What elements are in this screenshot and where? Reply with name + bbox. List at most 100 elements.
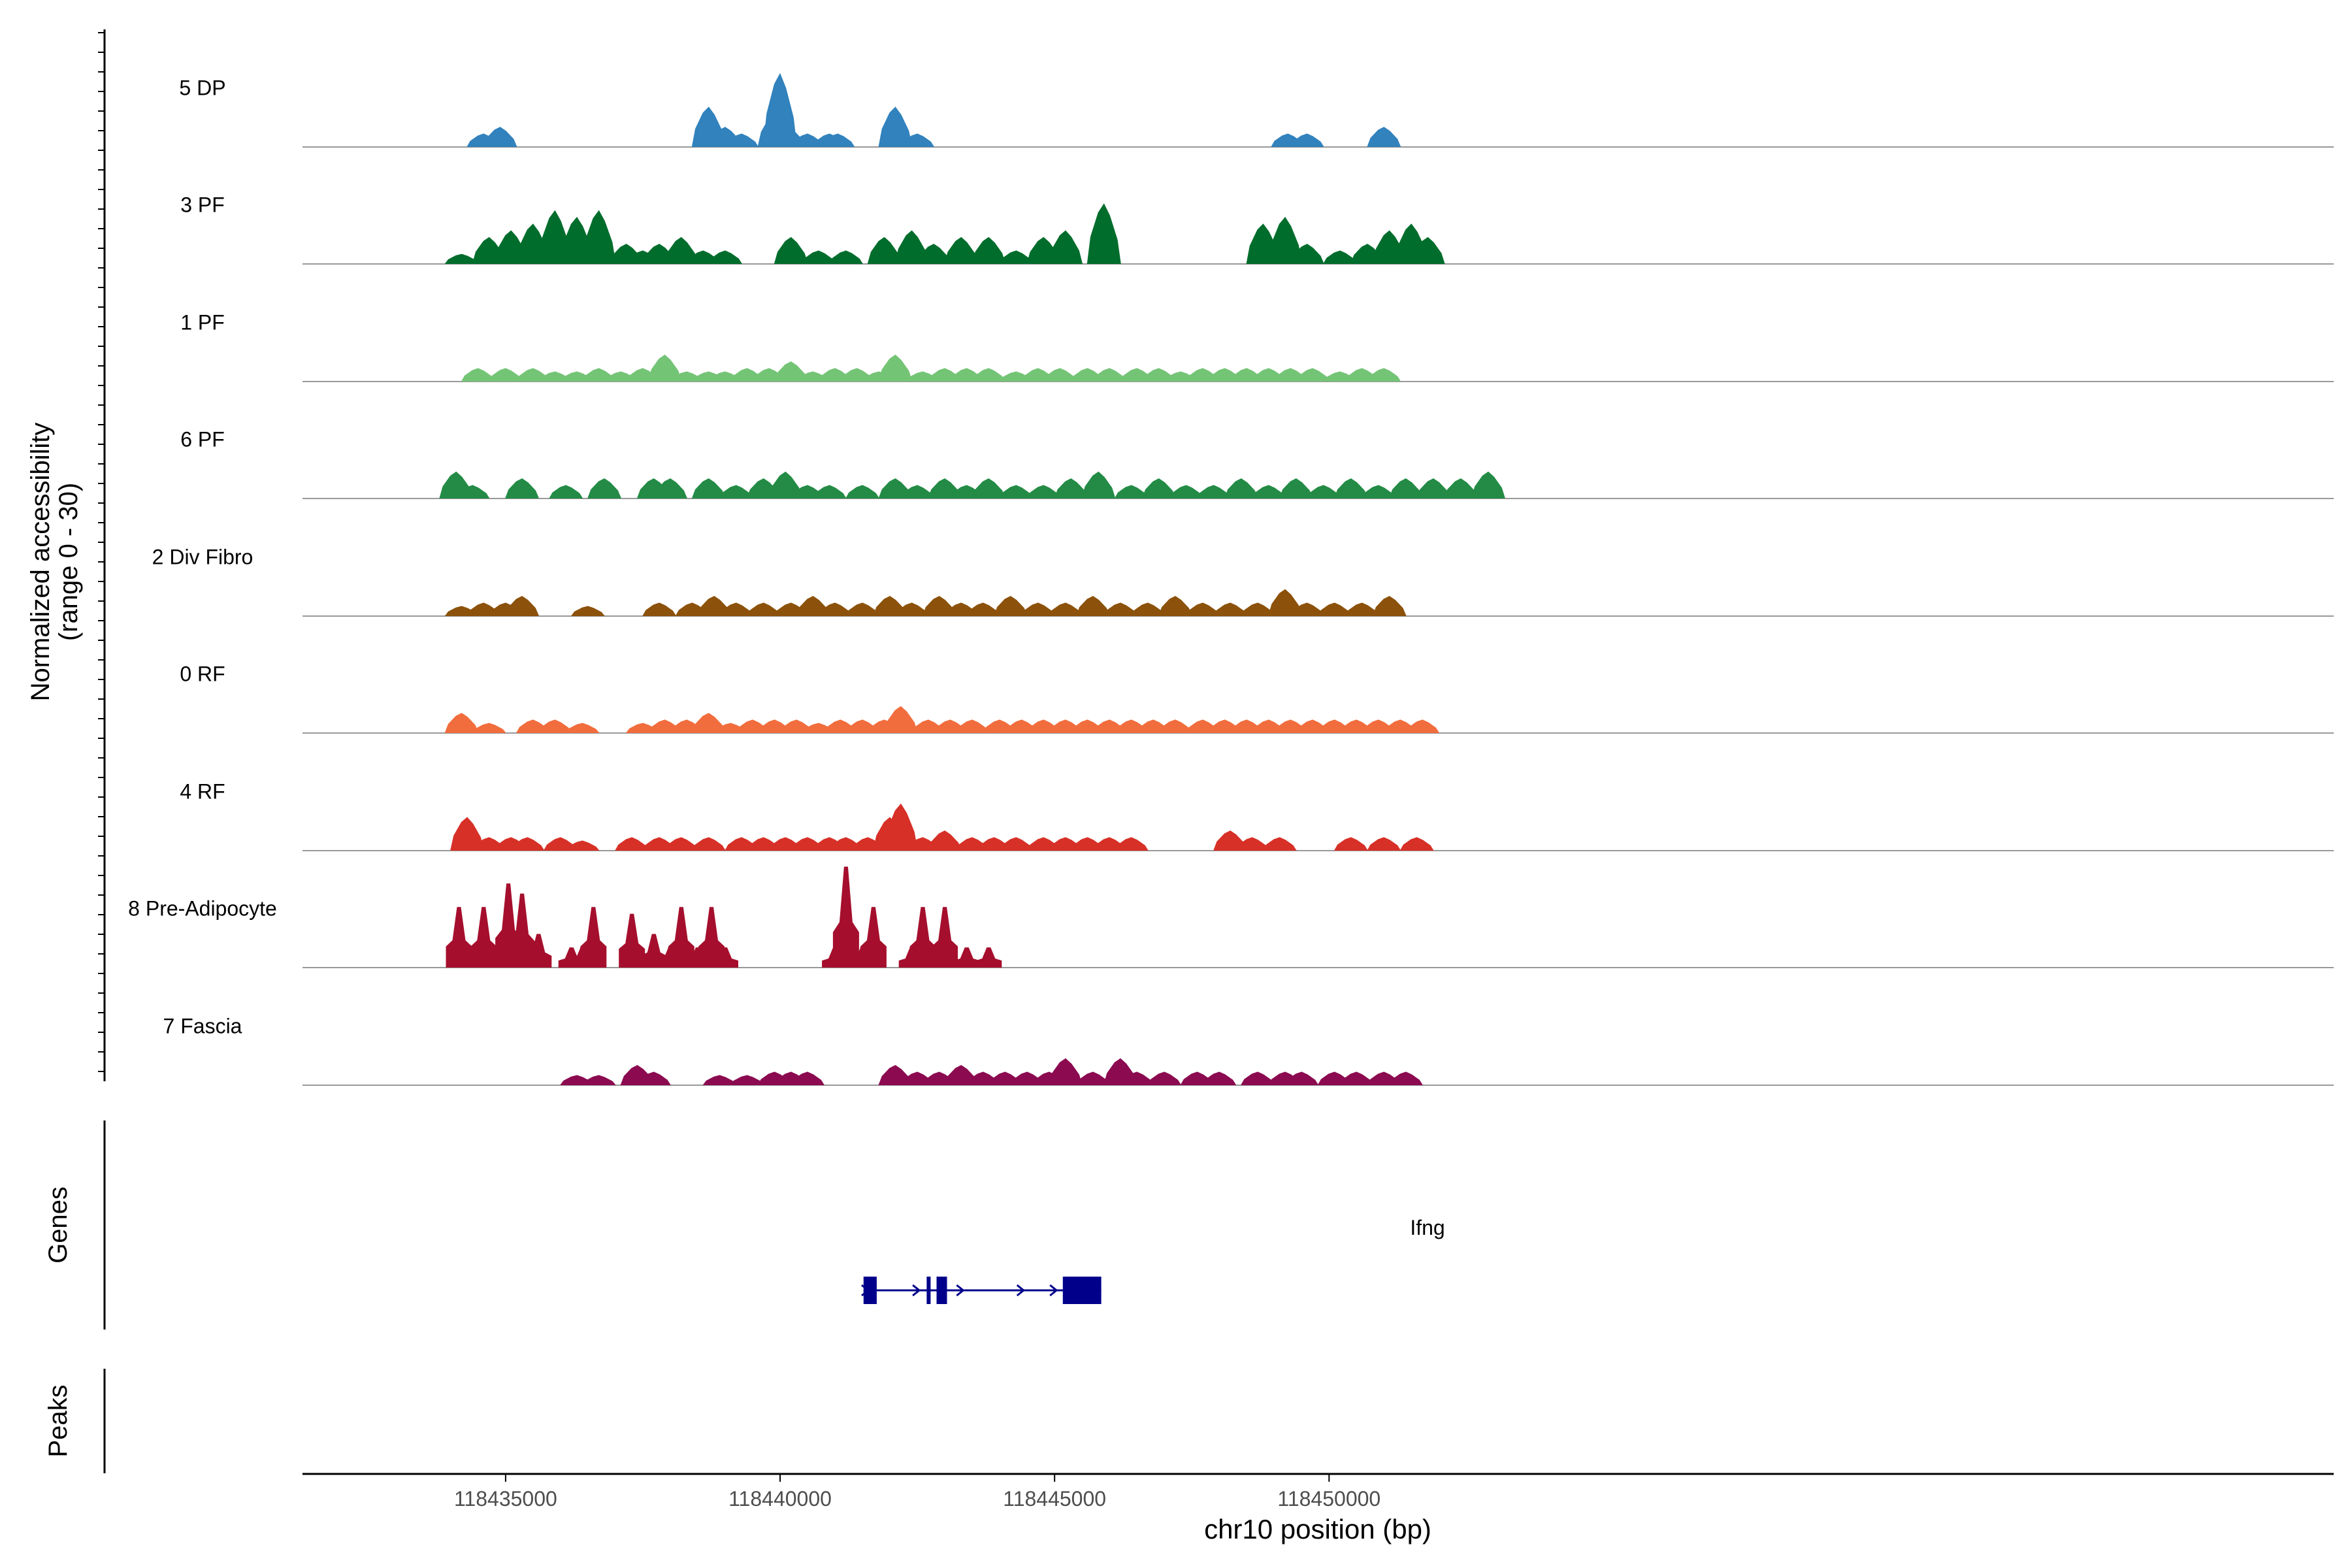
coverage-peak (1339, 1071, 1374, 1085)
track-label: 1 PF (180, 311, 225, 335)
coverage-peak (1345, 602, 1379, 616)
coverage-peak (647, 354, 682, 382)
coverage-peak (455, 485, 490, 498)
coverage-peak (1054, 478, 1088, 498)
coverage-peak (894, 602, 929, 616)
coverage-peak (1043, 368, 1077, 382)
track-label: 7 Fascia (163, 1015, 242, 1038)
coverage-peak (999, 485, 1034, 498)
coverage-peak (525, 934, 552, 968)
coverage-peak (580, 907, 607, 968)
coverage-peak (1296, 368, 1330, 382)
coverage-peak (812, 485, 847, 498)
coverage-peak (1367, 127, 1401, 147)
coverage-peak (1202, 1071, 1237, 1085)
coverage-peak (972, 237, 1006, 264)
strand-arrow (912, 1284, 921, 1297)
coverage-peak (702, 1075, 737, 1085)
coverage-peak (587, 478, 622, 498)
coverage-peak (1471, 471, 1505, 498)
coverage-peak (932, 907, 958, 968)
coverage-peak (470, 907, 497, 968)
gene-exon (926, 1277, 931, 1304)
coverage-peak (730, 1075, 764, 1085)
track-8-pre-adipocyte: 8 Pre-Adipocyte (128, 866, 2334, 968)
coverage-peak (791, 1071, 825, 1085)
coverage-peak (953, 947, 980, 968)
coverage-peak (1241, 602, 1275, 616)
coverage-peak (955, 719, 990, 733)
track-label: 6 PF (180, 428, 225, 451)
coverage-peak (999, 837, 1034, 851)
coverage-peak (1114, 485, 1149, 498)
coverage-peak (1076, 596, 1110, 616)
coverage-peak (446, 907, 472, 968)
coverage-peak (509, 893, 536, 968)
coverage-peak (570, 606, 605, 616)
track-5-dp: 5 DP (179, 73, 2334, 148)
coverage-peak (1049, 602, 1083, 616)
coverage-peak (1372, 596, 1407, 616)
coverage-peak (444, 713, 479, 733)
coverage-tracks: 5 DP 3 PF 1 PF 6 PF 2 Div Fibro 0 RF 4 RF 8 Pre… (128, 73, 2334, 1086)
coverage-peak (832, 866, 859, 968)
gene-exon (863, 1277, 877, 1304)
coverage-peak (1131, 602, 1165, 616)
coverage-peak (1158, 719, 1192, 733)
x-axis-tick-label: 118450000 (1277, 1487, 1380, 1511)
coverage-peak (668, 907, 694, 968)
coverage-peak (565, 840, 600, 851)
y-axis-label-line2: (range 0 - 30) (54, 483, 83, 641)
coverage-peak (653, 478, 687, 498)
coverage-peak (845, 485, 880, 498)
coverage-peak (483, 127, 517, 147)
coverage-peak (488, 368, 523, 382)
x-axis-tick-label: 118445000 (1003, 1487, 1106, 1511)
coverage-peak (719, 602, 753, 616)
coverage-peak (1361, 485, 1396, 498)
coverage-peak (1251, 485, 1286, 498)
coverage-peak (444, 253, 479, 264)
genes-track-label: Genes (44, 1186, 73, 1264)
coverage-peak (972, 368, 1006, 382)
track-label: 8 Pre-Adipocyte (128, 897, 277, 921)
coverage-peak (1333, 478, 1368, 498)
coverage-peak (698, 907, 725, 968)
coverage-peak (708, 250, 742, 264)
coverage-peak (691, 837, 726, 851)
coverage-peak (999, 250, 1034, 264)
coverage-peak (828, 250, 863, 264)
coverage-peak (1158, 596, 1192, 616)
coverage-peak (1262, 837, 1297, 851)
x-axis-title: chr10 position (bp) (1204, 1514, 1431, 1544)
coverage-peak (549, 485, 583, 498)
coverage-peak (1086, 203, 1121, 264)
x-axis-tick-label: 118435000 (454, 1487, 557, 1511)
coverage-peak (664, 237, 698, 264)
coverage-peak (883, 706, 918, 733)
coverage-peak (1333, 837, 1368, 851)
accessibility-axis-ticks (98, 32, 105, 1072)
coverage-peak (993, 596, 1028, 616)
coverage-peak (1081, 471, 1116, 498)
coverage-peak (505, 478, 540, 498)
coverage-peak (972, 478, 1006, 498)
coverage-peak (505, 596, 540, 616)
coverage-peak (1290, 244, 1324, 264)
coverage-peak (878, 354, 913, 382)
coverage-peak (581, 1075, 616, 1085)
coverage-peak (883, 803, 918, 851)
coverage-peak (1235, 837, 1269, 851)
coverage-peak (691, 478, 726, 498)
coverage-peak (615, 837, 649, 851)
coverage-peak (510, 837, 545, 851)
coverage-peak (774, 361, 808, 382)
y-axis-label-line1: Normalized accessibility (26, 423, 55, 702)
gene-name-label: Ifng (1410, 1216, 1445, 1239)
x-axis-tick-label: 118440000 (728, 1487, 832, 1511)
coverage-peak (917, 244, 951, 264)
coverage-peak (691, 713, 726, 733)
coverage-peak (860, 907, 887, 968)
coverage-peak (565, 723, 600, 733)
